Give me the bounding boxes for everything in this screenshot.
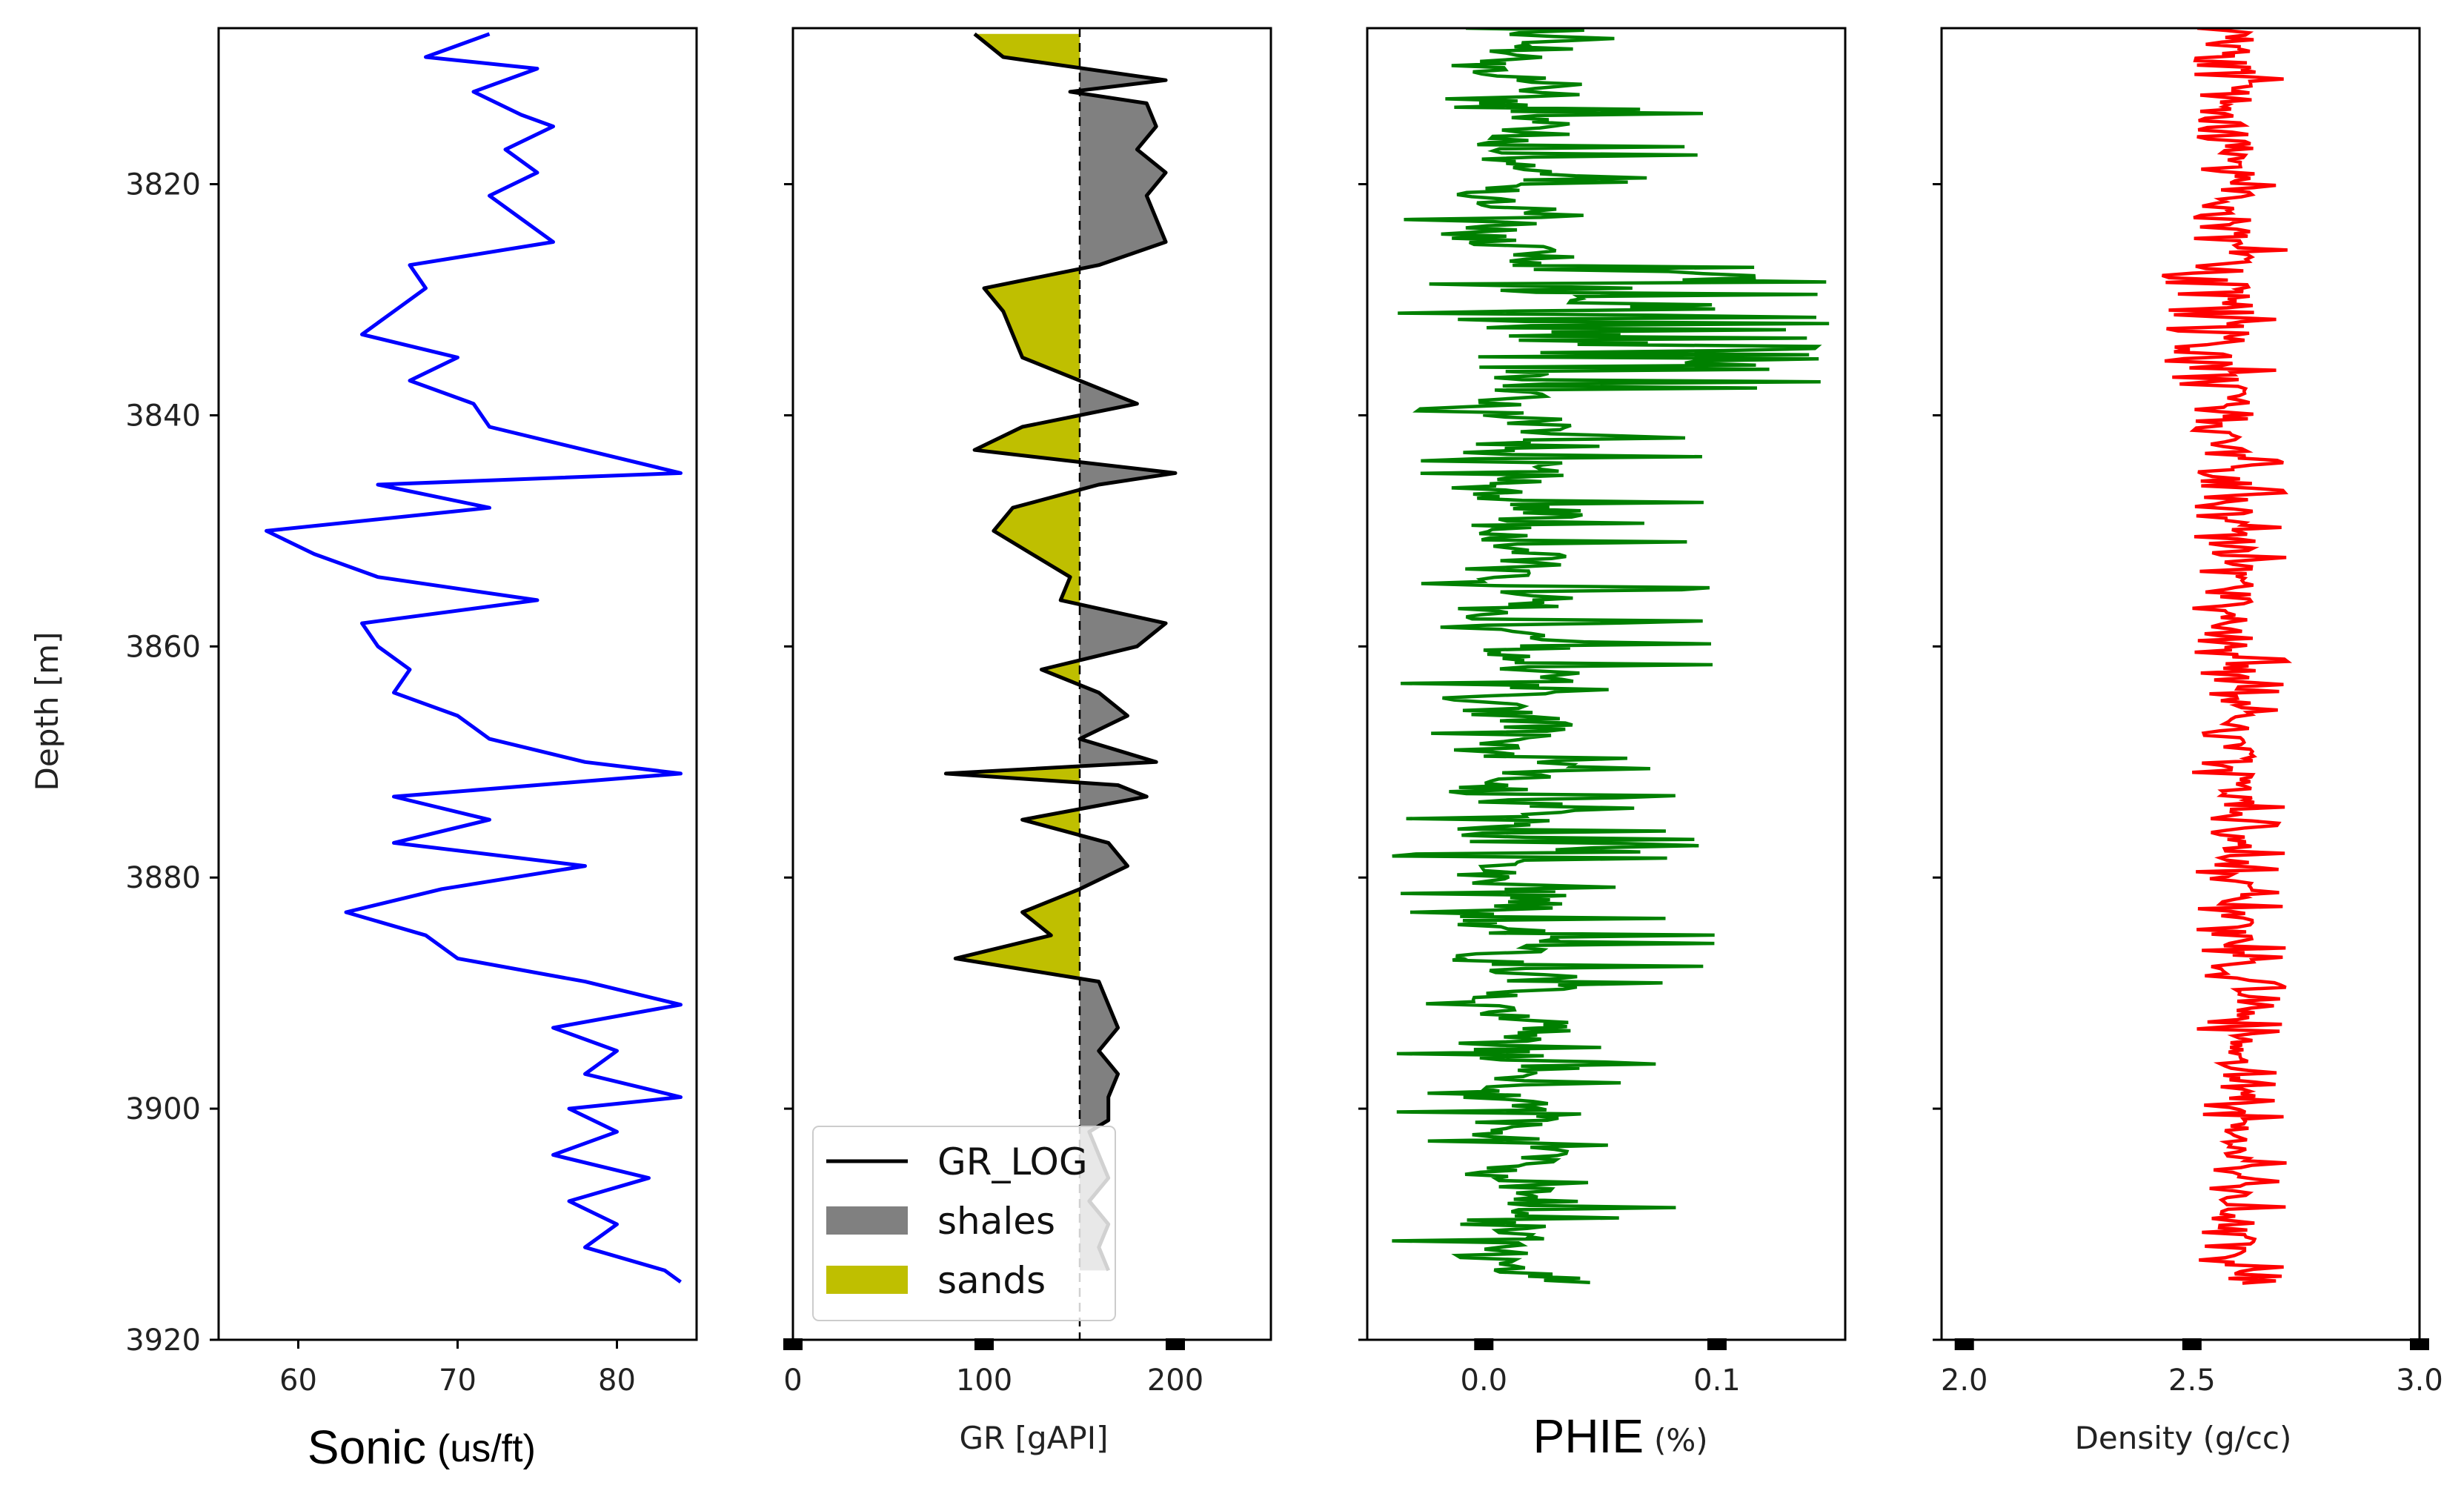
legend-shales-label: shales — [937, 1200, 1055, 1243]
density-axis-label: Density (g/cc) — [2075, 1420, 2292, 1456]
phie-panel: PHIE (%) 0.0 0.1 — [1358, 27, 1847, 1463]
sonic-series-line — [265, 32, 683, 1284]
sonic-panel: Depth [m] Sonic (us/ft) 3820 3840 3860 3880… — [29, 27, 698, 1474]
x-tick-label: 0.1 — [1693, 1364, 1741, 1398]
x-tick-label: 60 — [279, 1364, 317, 1398]
x-tick-label: 0 — [783, 1364, 802, 1398]
x-tick-label: 0.0 — [1461, 1364, 1508, 1398]
sonic-axis-unit: (us/ft) — [437, 1427, 536, 1470]
phie-axis-label: PHIE — [1533, 1409, 1644, 1463]
x-tick — [783, 1338, 803, 1350]
x-tick — [1474, 1338, 1494, 1350]
gr-log-line — [943, 32, 1178, 1272]
phie-plot-frame — [1366, 27, 1847, 1341]
y-tick-label: 3840 — [125, 399, 201, 433]
legend-sands-swatch — [826, 1266, 908, 1294]
x-tick-label: 70 — [439, 1364, 476, 1398]
y-tick-label: 3860 — [125, 630, 201, 664]
phie-axis-unit: (%) — [1654, 1422, 1708, 1458]
gr-plot-frame — [791, 27, 1272, 1341]
sonic-plot-frame — [217, 27, 698, 1341]
depth-axis-label: Depth [m] — [29, 632, 65, 791]
x-tick — [974, 1338, 994, 1350]
x-tick-label: 80 — [598, 1364, 636, 1398]
legend-gr-label: GR_LOG — [937, 1140, 1088, 1183]
y-tick-label: 3820 — [125, 168, 201, 202]
x-tick-label: 3.0 — [2396, 1364, 2443, 1398]
density-panel: Density (g/cc) 2.0 2.5 3.0 — [1933, 27, 2443, 1456]
x-tick — [1707, 1338, 1727, 1350]
x-tick-label: 100 — [956, 1364, 1012, 1398]
x-tick-label: 200 — [1147, 1364, 1203, 1398]
phie-series-line — [1392, 28, 1830, 1284]
y-tick-label: 3880 — [125, 861, 201, 895]
x-tick-label: 2.5 — [2168, 1364, 2216, 1398]
shale-fill-area — [1080, 33, 1175, 1271]
legend-sands-label: sands — [937, 1259, 1046, 1302]
x-tick — [1166, 1338, 1185, 1350]
x-tick-label: 2.0 — [1941, 1364, 1988, 1398]
x-tick — [2182, 1338, 2202, 1350]
gr-axis-label: GR [gAPI] — [960, 1420, 1109, 1456]
x-tick — [2410, 1338, 2429, 1350]
y-tick-label: 3920 — [125, 1323, 201, 1358]
sonic-axis-label: Sonic — [308, 1421, 426, 1474]
density-plot-frame — [1940, 27, 2421, 1341]
legend-shales-swatch — [826, 1206, 908, 1235]
x-tick — [1954, 1338, 1974, 1350]
density-series-line — [2161, 28, 2293, 1285]
y-tick-label: 3900 — [125, 1092, 201, 1126]
